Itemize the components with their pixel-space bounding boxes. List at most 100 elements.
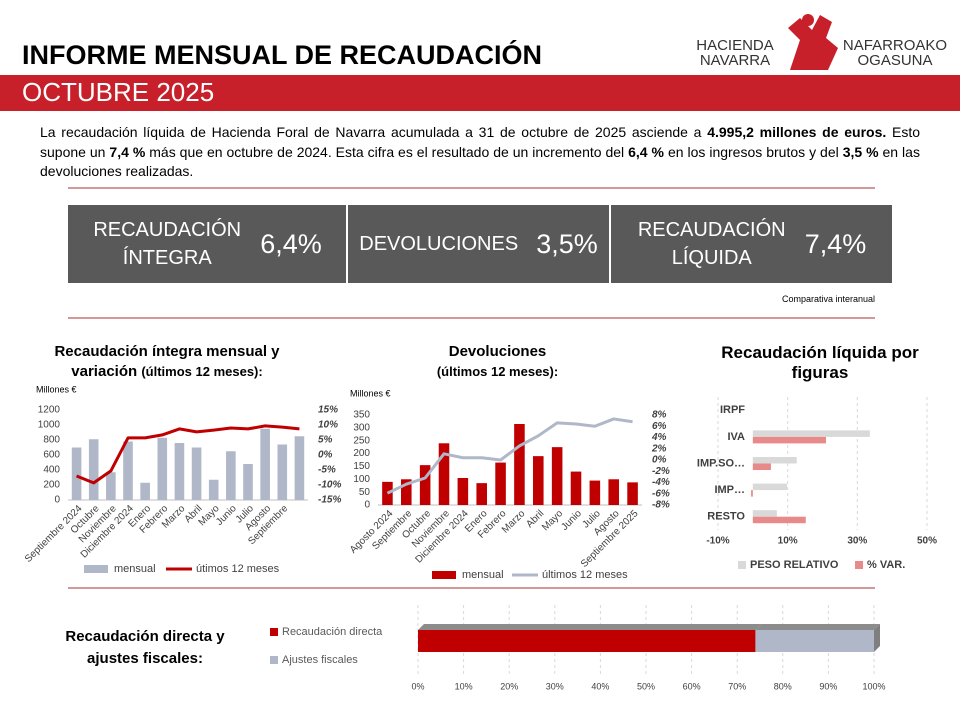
legend-label: mensual [462,569,504,581]
kpi-label: DEVOLUCIONES [359,233,519,255]
x-tick-label: Junio [559,508,584,533]
y2-tick-label: 5% [318,435,333,446]
x-tick-label: 70% [728,681,746,691]
bar-top [755,624,880,630]
text-bold: 6,4 % [628,143,664,160]
x-tick-label: 30% [847,536,867,547]
bar [243,464,253,500]
y2-tick-label: -10% [318,480,341,491]
kpi-value: 6,4% [260,228,322,259]
y2-tick-label: 10% [318,420,338,431]
legend-swatch [855,561,863,569]
legend-label: mensual [114,563,156,575]
y-tick-label: 150 [353,461,370,472]
y-tick-label: IRPF [720,404,745,416]
y2-tick-label: -2% [652,466,670,477]
bar [457,478,469,505]
bar [752,463,771,470]
y2-tick-label: 0% [318,450,333,461]
bar [752,457,797,464]
summary: La recaudación líquida de Hacienda Foral… [40,123,920,182]
chart-title: Recaudación directa y ajustes fiscales: [65,628,225,667]
header-band [0,75,960,111]
bar [476,483,487,505]
logo-word: NAFARROAKO [842,37,948,54]
y-tick-label: 1200 [38,405,61,416]
y2-tick-label: 8% [652,410,667,421]
x-tick-label: 10% [455,681,473,691]
bar-top [418,624,762,630]
logo-word: HACIENDA [696,37,774,54]
legend-swatch [84,565,108,573]
bar [608,479,619,505]
chart-title: Devoluciones (últimos 12 meses): [395,342,600,382]
legend-label: PESO RELATIVO [750,559,839,571]
bar [123,441,133,500]
y-tick-label: IMP.SO… [697,457,745,469]
bar [191,447,202,500]
page-subtitle: OCTUBRE 2025 [22,77,215,107]
legend-swatch [270,628,278,636]
kpi: DEVOLUCIONES 3,5% [348,205,609,283]
y-tick-label: 800 [43,435,60,446]
y2-tick-label: 15% [318,405,338,416]
legend-label: % VAR. [867,559,905,571]
legend-swatch [738,561,746,569]
x-tick-label: -10% [706,536,729,547]
y-tick-label: 250 [353,435,370,446]
logo-icon [788,14,838,70]
kpi-value: 3,5% [536,228,598,259]
y-tick-label: 0 [364,500,370,511]
y-tick-label: 300 [353,422,370,433]
y-tick-label: 1000 [38,420,61,431]
chart-title-text: Recaudación íntegra mensual y variación [54,343,280,380]
text: en los ingresos brutos y del [664,143,843,160]
bar-side [874,624,880,652]
y2-tick-label: -15% [318,495,341,506]
y2-tick-label: -8% [652,500,670,511]
bar [627,482,638,505]
legend-label: últimos 12 meses [542,569,628,581]
kpi-label: RECAUDACIÓN ÍNTEGRA [93,219,242,269]
x-tick-label: 60% [683,681,701,691]
chart-title-text: Devoluciones [448,343,547,360]
x-tick-label: 50% [917,536,937,547]
y-tick-label: 350 [353,410,370,421]
bar [752,516,806,524]
x-tick-label: 0% [411,681,424,691]
y-axis-label: Millones € [350,388,391,398]
bar [752,436,826,444]
y2-tick-label: -6% [652,488,670,499]
chart-title: Recaudación íntegra mensual y variación … [22,342,312,382]
kpi-note: Comparativa interanual [782,294,876,304]
bar [294,436,305,500]
chart-subtitle: (últimos 12 meses): [436,364,559,379]
bar [418,630,756,652]
bar [570,471,582,505]
bar [382,481,393,505]
y2-tick-label: -4% [652,477,670,488]
y-tick-label: 200 [353,448,370,459]
legend-swatch [270,656,278,664]
y-tick-label: 50 [359,487,371,498]
y2-tick-label: 2% [651,443,667,454]
bar [438,443,450,505]
text-bold: 7,4 % [109,143,146,160]
y2-tick-label: 6% [652,421,667,432]
text: más que en octubre de 2024. Esta cifra e… [145,143,629,160]
bar [514,424,525,505]
kpi: RECAUDACIÓN LÍQUIDA 7,4% [611,205,892,283]
legend-label: útimos 12 meses [196,563,280,575]
text: La recaudación líquida de Hacienda Foral… [40,124,708,140]
y-tick-label: 0 [54,495,60,506]
y-tick-label: 200 [43,480,60,491]
bar [551,447,563,505]
kpi-value: 7,4% [804,228,867,259]
y2-tick-label: -5% [318,465,336,476]
y-tick-label: 600 [43,450,60,461]
logo-text: NAFARROAKO OGASUNA [840,38,950,68]
logo-word: OGASUNA [857,52,933,69]
text: en las devoluciones realizadas. [40,143,920,180]
bar [71,447,82,500]
